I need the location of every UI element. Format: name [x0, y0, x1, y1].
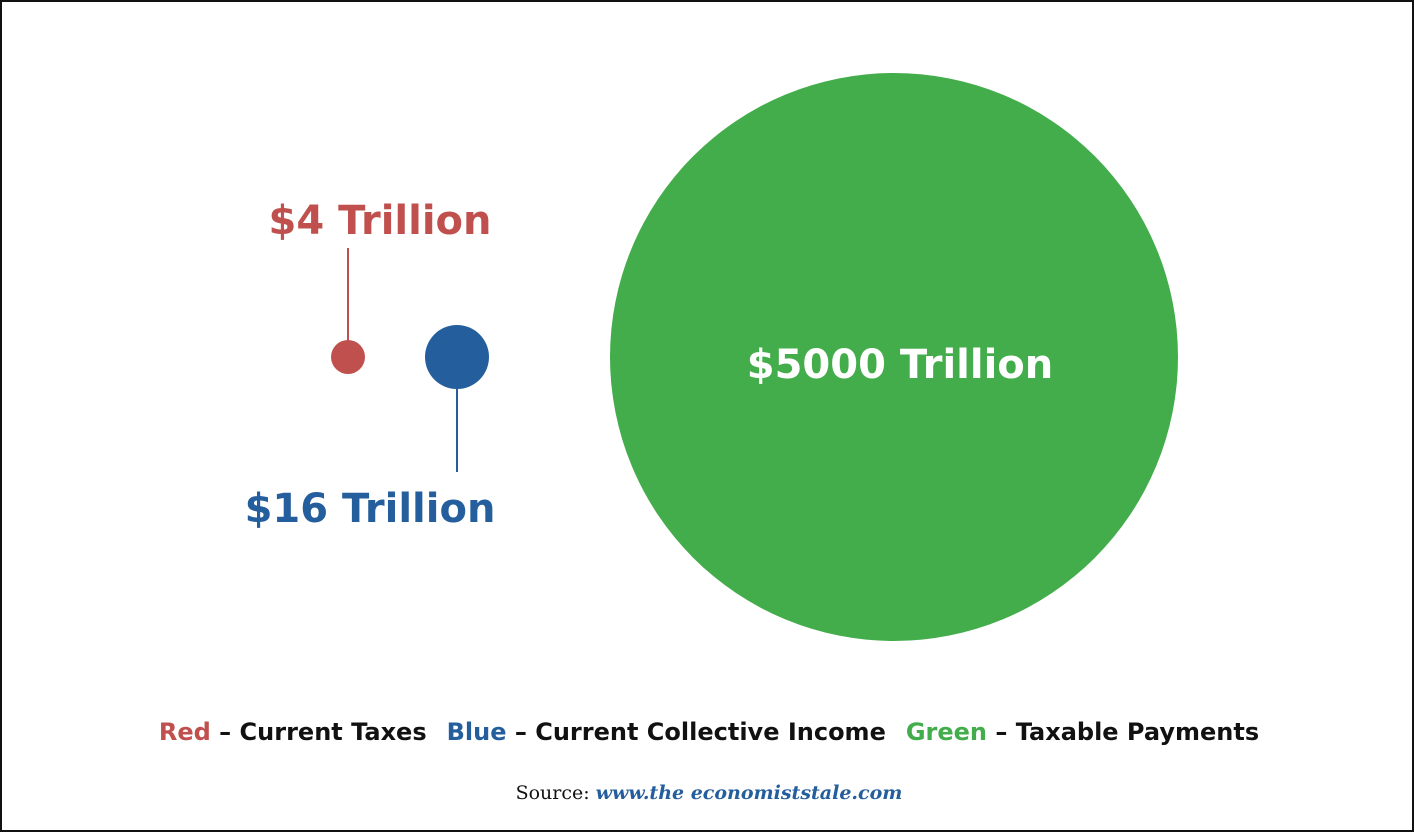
bubble-current-taxes [331, 340, 365, 374]
legend-desc-red: – Current Taxes [210, 718, 427, 746]
bubble-current-collective-income [425, 325, 489, 389]
label-taxable-payments: $5000 Trillion [747, 342, 1054, 388]
bubble-taxable-payments [610, 73, 1178, 641]
label-current-taxes: $4 Trillion [268, 198, 491, 244]
legend: Red – Current Taxes Blue – Current Collec… [2, 718, 1414, 746]
legend-desc-green: – Taxable Payments [987, 718, 1260, 746]
label-current-collective-income: $16 Trillion [245, 486, 496, 532]
source-link[interactable]: www.the economiststale.com [595, 782, 903, 804]
source-label: Source: [515, 782, 590, 804]
legend-word-green: Green [905, 718, 988, 746]
legend-word-blue: Blue [446, 718, 507, 746]
bubble-chart: $5000 Trillion $4 Trillion $16 Trillion [245, 73, 1178, 641]
legend-word-red: Red [158, 718, 211, 746]
legend-desc-blue: – Current Collective Income [506, 718, 886, 746]
source-line: Source: www.the economiststale.com [2, 782, 1414, 804]
